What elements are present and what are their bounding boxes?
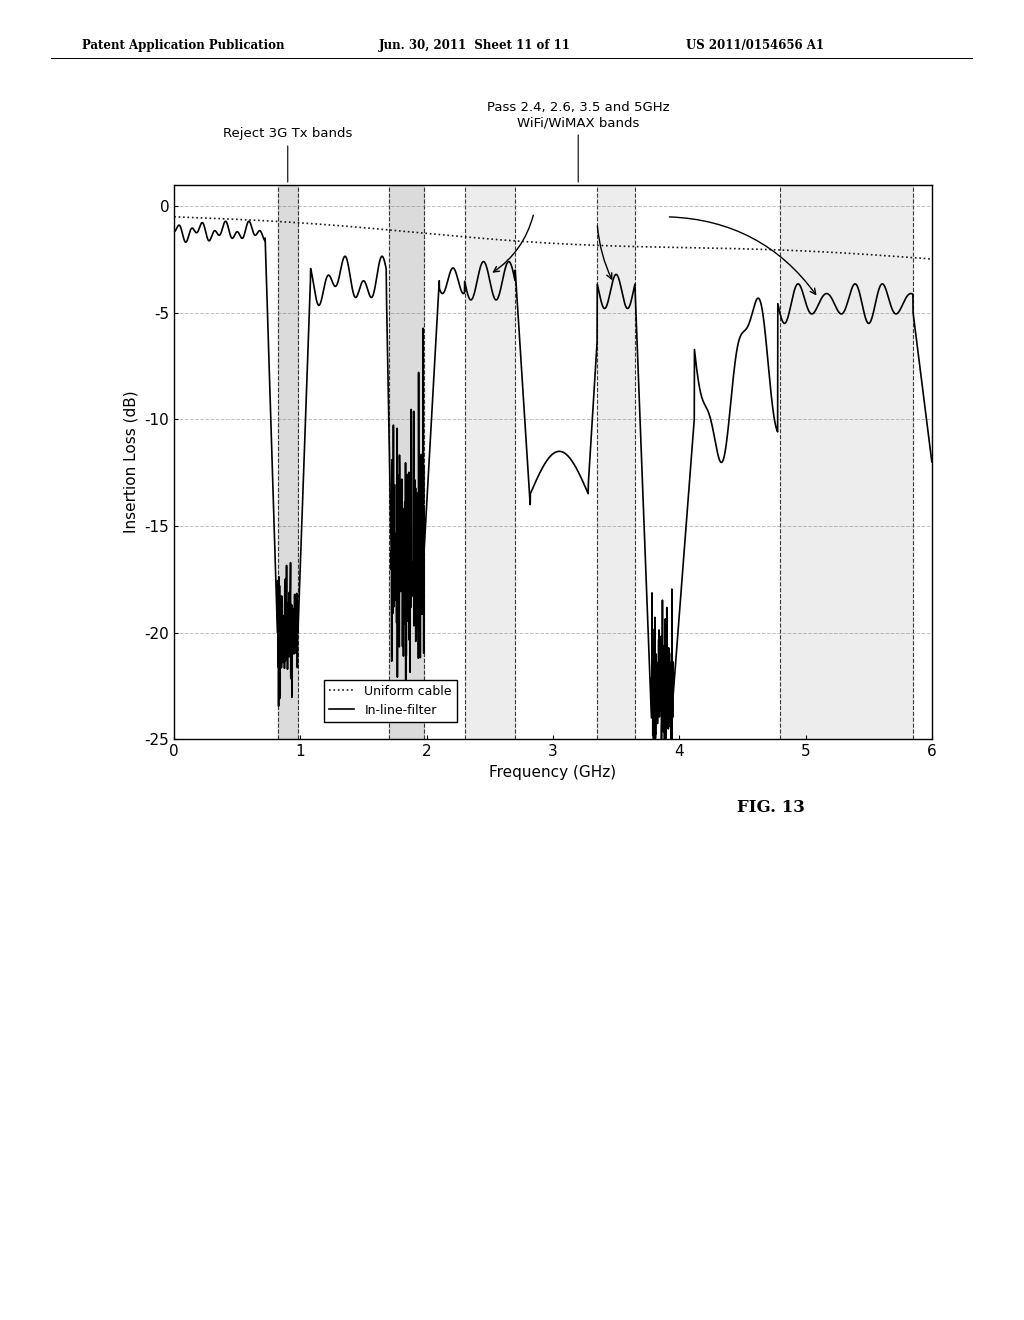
- In-line-filter: [486, 285, 499, 301]
- Legend: Uniform cable, In-line-filter: Uniform cable, In-line-filter: [325, 680, 457, 722]
- In-line-filter: [219, 214, 231, 230]
- Uniform cable: [528, 234, 541, 249]
- Text: Patent Application Publication: Patent Application Publication: [82, 38, 285, 51]
- Uniform cable: [168, 209, 180, 224]
- Text: US 2011/0154656 A1: US 2011/0154656 A1: [686, 38, 824, 51]
- Text: Pass 2.4, 2.6, 3.5 and 5GHz
WiFi/WiMAX bands: Pass 2.4, 2.6, 3.5 and 5GHz WiFi/WiMAX b…: [486, 102, 670, 182]
- In-line-filter: [168, 224, 180, 240]
- Uniform cable: [864, 247, 877, 263]
- In-line-filter: [647, 731, 659, 747]
- Uniform cable: [493, 232, 505, 248]
- Line: Uniform cable: Uniform cable: [174, 216, 932, 259]
- Uniform cable: [926, 251, 938, 267]
- Bar: [597, 185, 635, 739]
- Uniform cable: [486, 231, 499, 247]
- Bar: [278, 185, 298, 739]
- In-line-filter: [719, 445, 731, 461]
- Text: FIG. 13: FIG. 13: [737, 799, 805, 816]
- Text: Reject 3G Tx bands: Reject 3G Tx bands: [223, 128, 352, 182]
- Y-axis label: Insertion Loss (dB): Insertion Loss (dB): [124, 391, 139, 533]
- Uniform cable: [719, 240, 731, 256]
- In-line-filter: [493, 288, 505, 304]
- Bar: [389, 185, 424, 739]
- Bar: [465, 185, 515, 739]
- Line: In-line-filter: In-line-filter: [174, 222, 932, 739]
- X-axis label: Frequency (GHz): Frequency (GHz): [489, 764, 616, 780]
- Bar: [780, 185, 913, 739]
- Text: Jun. 30, 2011  Sheet 11 of 11: Jun. 30, 2011 Sheet 11 of 11: [379, 38, 570, 51]
- In-line-filter: [926, 454, 938, 470]
- In-line-filter: [903, 286, 915, 302]
- In-line-filter: [528, 477, 541, 492]
- In-line-filter: [865, 312, 878, 327]
- Uniform cable: [902, 249, 914, 265]
